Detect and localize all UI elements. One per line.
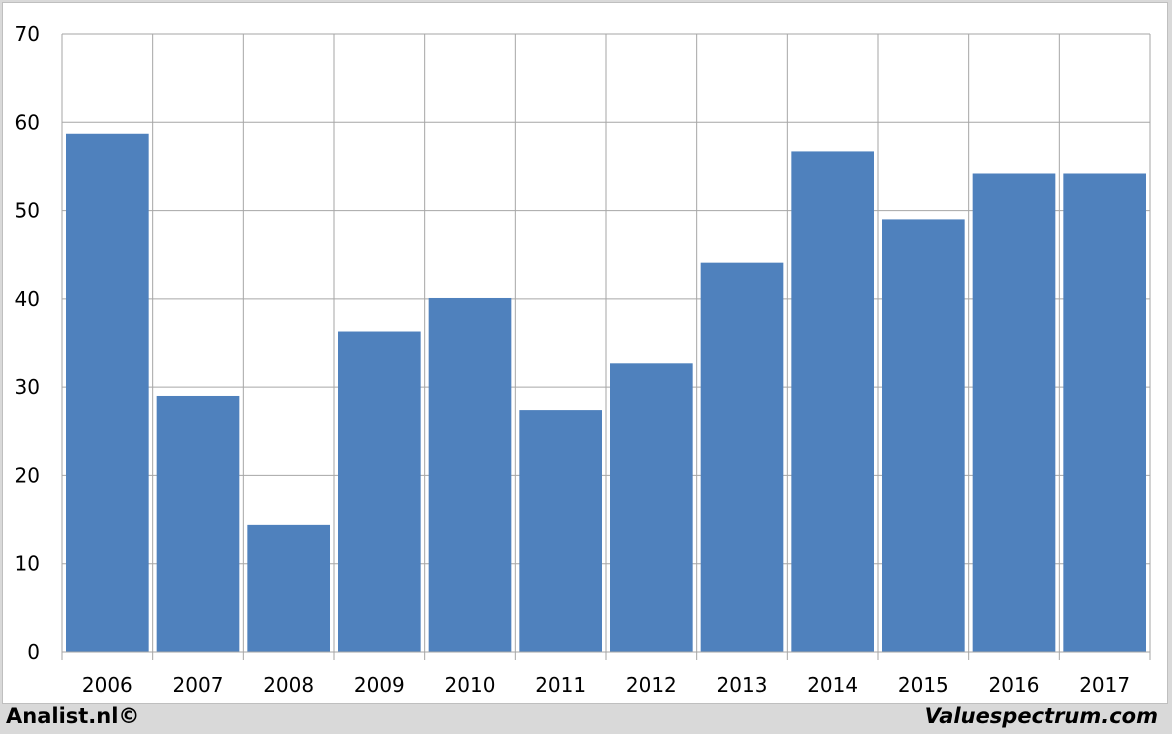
bar-2013: [700, 262, 784, 652]
bar-2009: [338, 331, 421, 652]
bar-2006: [66, 133, 149, 652]
bar-2007: [156, 395, 240, 652]
bar-2011: [519, 410, 602, 652]
x-tick-label: 2009: [354, 673, 405, 697]
x-tick-label: 2017: [1079, 673, 1130, 697]
y-tick-label: 0: [27, 640, 40, 664]
x-tick-label: 2008: [263, 673, 314, 697]
bar-2017: [1063, 173, 1146, 652]
bar-2016: [972, 173, 1056, 652]
x-tick-label: 2013: [717, 673, 768, 697]
y-tick-label: 70: [15, 22, 40, 46]
bar-2015: [882, 219, 965, 652]
y-tick-label: 50: [15, 199, 40, 223]
x-tick-label: 2007: [173, 673, 224, 697]
x-tick-label: 2015: [898, 673, 949, 697]
x-tick-label: 2012: [626, 673, 677, 697]
y-tick-label: 30: [15, 375, 40, 399]
bar-chart: 0 10 20 30 40 50 60 70 2006 2007 2008 2009 2010 2011 2…: [15, 22, 1151, 697]
bar-2014: [791, 151, 874, 653]
y-tick-label: 10: [15, 552, 40, 576]
footer-brand-label: Valuespectrum.com: [924, 704, 1158, 728]
x-tick-label: 2006: [82, 673, 133, 697]
y-tick-label: 40: [15, 287, 40, 311]
bar-2012: [610, 363, 693, 652]
x-tick-label: 2014: [807, 673, 858, 697]
bar-2010: [428, 297, 512, 652]
y-tick-label: 20: [15, 463, 40, 487]
y-tick-label: 60: [15, 110, 40, 134]
x-tick-label: 2016: [989, 673, 1040, 697]
bar-2008: [247, 524, 330, 652]
x-tick-label: 2011: [535, 673, 586, 697]
footer-source-label: Analist.nl©: [6, 704, 140, 728]
x-tick-label: 2010: [445, 673, 496, 697]
